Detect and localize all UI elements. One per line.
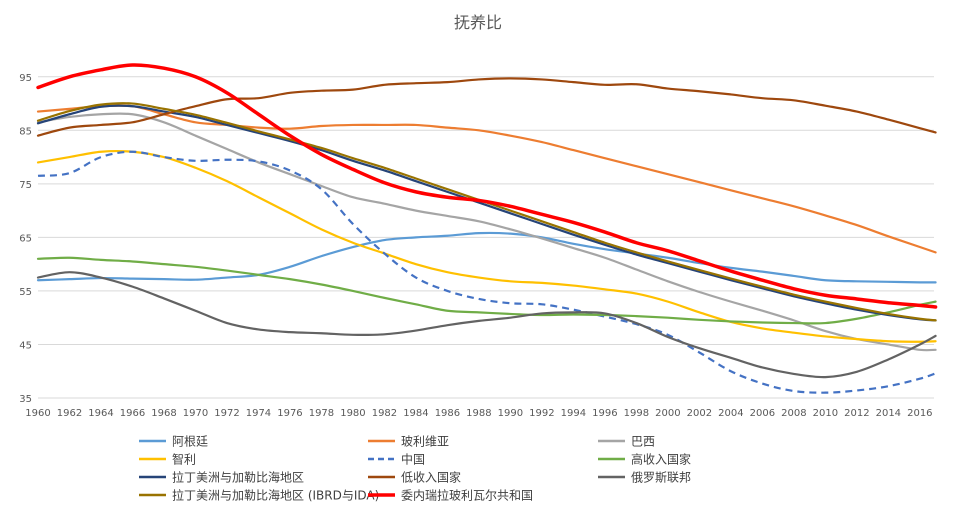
series-line-6 — [36, 104, 937, 322]
legend-label: 高收入国家 — [631, 452, 691, 467]
y-tick-label: 55 — [19, 287, 32, 298]
x-tick-label: 2016 — [907, 408, 932, 419]
x-tick-label: 1998 — [624, 408, 649, 419]
series-line-9 — [36, 102, 937, 322]
x-tick-label: 1976 — [277, 408, 302, 419]
series-line-7 — [36, 77, 937, 137]
x-tick-label: 2000 — [655, 408, 680, 419]
x-tick-label: 1966 — [120, 408, 145, 419]
legend-label: 巴西 — [631, 435, 655, 449]
y-tick-label: 95 — [19, 73, 32, 84]
x-tick-label: 1980 — [340, 408, 365, 419]
series-lines — [36, 63, 938, 394]
x-tick-label: 2002 — [687, 408, 712, 419]
series-line-8 — [36, 271, 937, 379]
legend-label: 俄罗斯联邦 — [631, 471, 691, 485]
y-tick-label: 85 — [19, 126, 32, 137]
series-line-0 — [36, 231, 937, 284]
y-tick-label: 75 — [19, 180, 32, 191]
x-tick-label: 1984 — [403, 408, 428, 419]
x-tick-label: 1968 — [151, 408, 176, 419]
x-tick-label: 1990 — [498, 408, 523, 419]
x-tick-label: 2012 — [844, 408, 869, 419]
legend-label: 玻利维亚 — [401, 435, 449, 449]
x-tick-label: 2010 — [813, 408, 838, 419]
y-tick-label: 35 — [19, 394, 32, 405]
x-tick-label: 1978 — [309, 408, 334, 419]
x-tick-label: 1992 — [529, 408, 554, 419]
x-tick-label: 1974 — [246, 408, 271, 419]
y-tick-label: 65 — [19, 233, 32, 244]
x-tick-label: 2004 — [718, 408, 743, 419]
series-line-1 — [36, 104, 937, 254]
x-tick-label: 1982 — [372, 408, 397, 419]
legend-label: 中国 — [401, 452, 425, 467]
x-tick-label: 1994 — [561, 408, 586, 419]
legend-label: 阿根廷 — [172, 435, 208, 449]
series-line-3 — [36, 149, 937, 343]
legend-label: 低收入国家 — [401, 470, 461, 485]
x-tick-label: 2014 — [876, 408, 901, 419]
x-tick-label: 1972 — [214, 408, 239, 419]
y-tick-label: 45 — [19, 340, 32, 351]
x-tick-label: 1960 — [25, 408, 50, 419]
x-tick-label: 1996 — [592, 408, 617, 419]
axes: 35 45 55 65 75 85 95 1960 1962 1964 1966 1968 1970 19… — [19, 73, 932, 419]
legend-label: 委内瑞拉玻利瓦尔共和国 — [401, 488, 533, 503]
series-line-2 — [36, 112, 937, 352]
series-line-4 — [37, 150, 936, 394]
legend-label: 拉丁美洲与加勒比海地区 (IBRD与IDA) — [172, 488, 379, 503]
x-tick-label: 1962 — [57, 408, 82, 419]
x-tick-label: 1986 — [435, 408, 460, 419]
x-tick-label: 2006 — [750, 408, 775, 419]
legend-label: 智利 — [172, 452, 196, 467]
x-tick-label: 1964 — [88, 408, 113, 419]
x-tick-label: 1988 — [466, 408, 491, 419]
series-line-5 — [36, 256, 937, 325]
legend-label: 拉丁美洲与加勒比海地区 — [172, 470, 304, 485]
x-tick-label: 2008 — [781, 408, 806, 419]
x-tick-label: 1970 — [183, 408, 208, 419]
chart-title: 抚养比 — [454, 13, 502, 32]
series-line-10 — [36, 63, 938, 309]
